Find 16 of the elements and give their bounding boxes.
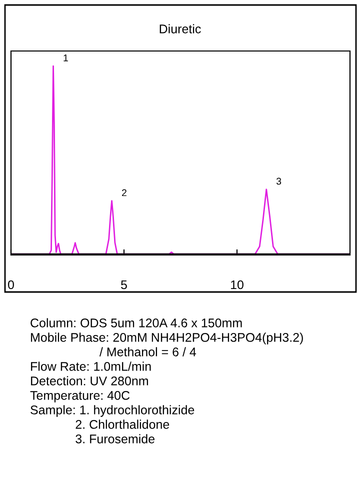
text: Sample: 1. hydrochlorothizide: [30, 405, 194, 417]
x-tick-label: 10: [231, 280, 244, 290]
annotation: 1: [64, 54, 68, 62]
text: Temperature: 40C: [30, 391, 130, 402]
text: 3. Furosemide: [76, 434, 154, 444]
text: / Methanol = 6 / 4: [99, 347, 196, 356]
text: Column: ODS 5um 120A 4.6 x 150mm: [30, 318, 242, 328]
x-tick-label: 5: [121, 280, 127, 290]
chart-title: Diuretic: [160, 24, 201, 34]
text: 2. Chlorthalidone: [76, 420, 170, 429]
text: Flow Rate: 1.0mL/min: [31, 362, 151, 371]
text: Mobile Phase: 20mM NH4H2PO4-H3PO4(pH3.2): [31, 332, 303, 344]
annotation: 3: [276, 178, 282, 185]
x-tick-label: 0: [8, 280, 14, 290]
text: Detection: UV 280nm: [31, 376, 148, 386]
annotation: 2: [122, 189, 126, 196]
